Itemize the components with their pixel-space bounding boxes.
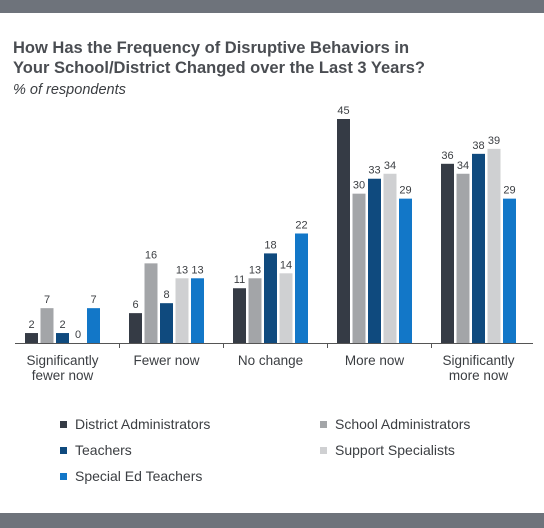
data-label: 34 <box>384 160 396 172</box>
category-tick-label: more now <box>449 368 509 383</box>
bar <box>503 198 516 343</box>
category-tick-label: fewer now <box>32 368 94 383</box>
data-label: 18 <box>264 239 276 251</box>
data-label: 16 <box>145 249 157 261</box>
data-label: 0 <box>75 329 81 341</box>
chart-subtitle: % of respondents <box>13 82 126 98</box>
data-label: 30 <box>353 180 365 192</box>
data-label: 33 <box>368 165 380 177</box>
data-label: 45 <box>337 105 349 117</box>
data-label: 6 <box>132 299 138 311</box>
bar <box>295 233 308 343</box>
data-label: 29 <box>503 185 515 197</box>
data-label: 14 <box>280 259 292 271</box>
bar <box>25 333 38 343</box>
category-tick-label: Fewer now <box>133 353 199 368</box>
data-label: 34 <box>457 160 469 172</box>
category-tick-label: More now <box>345 353 405 368</box>
bar <box>233 288 246 343</box>
bar <box>441 163 454 343</box>
data-label: 7 <box>44 294 50 306</box>
bar <box>191 278 204 343</box>
data-label: 22 <box>295 219 307 231</box>
data-label: 13 <box>176 264 188 276</box>
data-label: 7 <box>90 294 96 306</box>
bar <box>175 278 189 343</box>
data-label: 11 <box>234 274 245 286</box>
data-label: 29 <box>399 185 411 197</box>
bar <box>56 333 69 343</box>
data-label: 13 <box>191 264 203 276</box>
category-tick-label: Significantly <box>442 353 514 368</box>
data-label: 39 <box>488 135 500 147</box>
data-label: 8 <box>163 289 169 301</box>
bar <box>160 303 173 343</box>
bar <box>456 173 470 343</box>
category-tick-label: Significantly <box>26 353 98 368</box>
data-label: 36 <box>441 150 453 162</box>
data-label: 2 <box>59 319 65 331</box>
bar <box>279 273 293 343</box>
bar <box>40 308 54 343</box>
bar <box>399 198 412 343</box>
bottom-band <box>0 513 544 528</box>
bar <box>383 173 397 343</box>
bar <box>487 148 501 343</box>
bar <box>248 278 262 343</box>
chart-title: How Has the Frequency of Disruptive Beha… <box>13 38 533 78</box>
bar <box>264 253 277 343</box>
bar <box>368 178 381 343</box>
category-tick-label: No change <box>238 353 303 368</box>
top-band <box>0 0 544 13</box>
data-label: 2 <box>28 319 34 331</box>
data-label: 13 <box>249 264 261 276</box>
bar <box>352 193 366 343</box>
bar <box>472 153 485 343</box>
bar <box>144 263 158 343</box>
chart-title-line-1: How Has the Frequency of Disruptive Beha… <box>13 39 410 57</box>
bar <box>87 308 100 343</box>
bar <box>129 313 142 343</box>
bar <box>337 119 350 343</box>
chart-title-line-2: Your School/District Changed over the La… <box>13 59 426 77</box>
data-label: 38 <box>472 140 484 152</box>
